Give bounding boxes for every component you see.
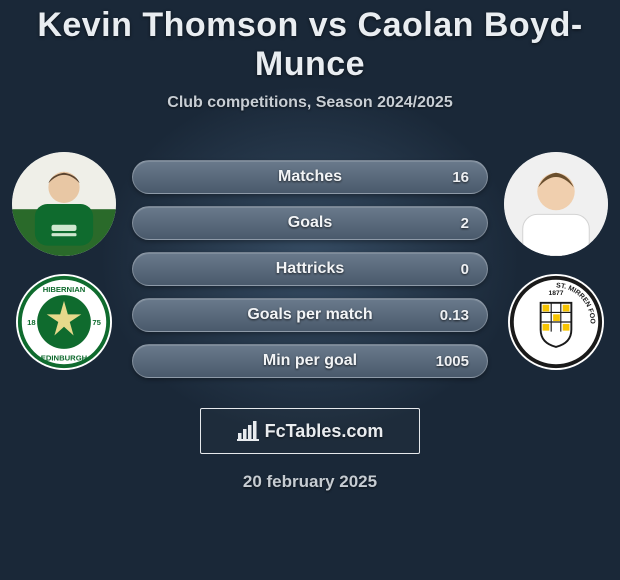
stat-label: Min per goal <box>205 352 415 370</box>
subtitle: Club competitions, Season 2024/2025 <box>0 94 620 112</box>
crest-icon: ST. MIRREN FOOTBALL CLUB 1877 <box>508 274 604 370</box>
left-club-crest: HIBERNIAN EDINBURGH 18 75 <box>16 274 112 370</box>
svg-text:EDINBURGH: EDINBURGH <box>41 353 88 362</box>
left-player-col: HIBERNIAN EDINBURGH 18 75 <box>8 152 120 370</box>
right-player-col: ST. MIRREN FOOTBALL CLUB 1877 <box>500 152 612 370</box>
stat-label: Hattricks <box>205 260 415 278</box>
bar-chart-icon <box>237 421 259 441</box>
stat-value-right: 0.13 <box>415 307 469 324</box>
svg-text:HIBERNIAN: HIBERNIAN <box>43 285 86 294</box>
right-player-photo <box>504 152 608 256</box>
footer-date: 20 february 2025 <box>0 472 620 492</box>
stat-bars: Matches 16 Goals 2 Hattricks 0 Goals per… <box>132 152 488 378</box>
left-player-photo <box>12 152 116 256</box>
stat-value-right: 2 <box>415 215 469 232</box>
svg-text:1877: 1877 <box>549 290 564 297</box>
stat-value-right: 16 <box>415 169 469 186</box>
stat-value-right: 0 <box>415 261 469 278</box>
comparison-row: HIBERNIAN EDINBURGH 18 75 Matches 16 Goa… <box>0 152 620 378</box>
stat-row: Hattricks 0 <box>132 252 488 286</box>
stat-row: Goals 2 <box>132 206 488 240</box>
avatar-icon <box>504 152 608 256</box>
avatar-icon <box>12 152 116 256</box>
stat-row: Goals per match 0.13 <box>132 298 488 332</box>
svg-text:18: 18 <box>27 318 36 327</box>
crest-icon: HIBERNIAN EDINBURGH 18 75 <box>16 274 112 370</box>
stat-value-right: 1005 <box>415 353 469 370</box>
stat-label: Matches <box>205 168 415 186</box>
stat-row: Min per goal 1005 <box>132 344 488 378</box>
brand-box: FcTables.com <box>200 408 420 454</box>
stat-label: Goals <box>205 214 415 232</box>
right-club-crest: ST. MIRREN FOOTBALL CLUB 1877 <box>508 274 604 370</box>
brand-label: FcTables.com <box>265 421 384 442</box>
stat-row: Matches 16 <box>132 160 488 194</box>
svg-text:75: 75 <box>92 318 101 327</box>
stat-label: Goals per match <box>205 306 415 324</box>
page-title: Kevin Thomson vs Caolan Boyd-Munce <box>0 6 620 84</box>
